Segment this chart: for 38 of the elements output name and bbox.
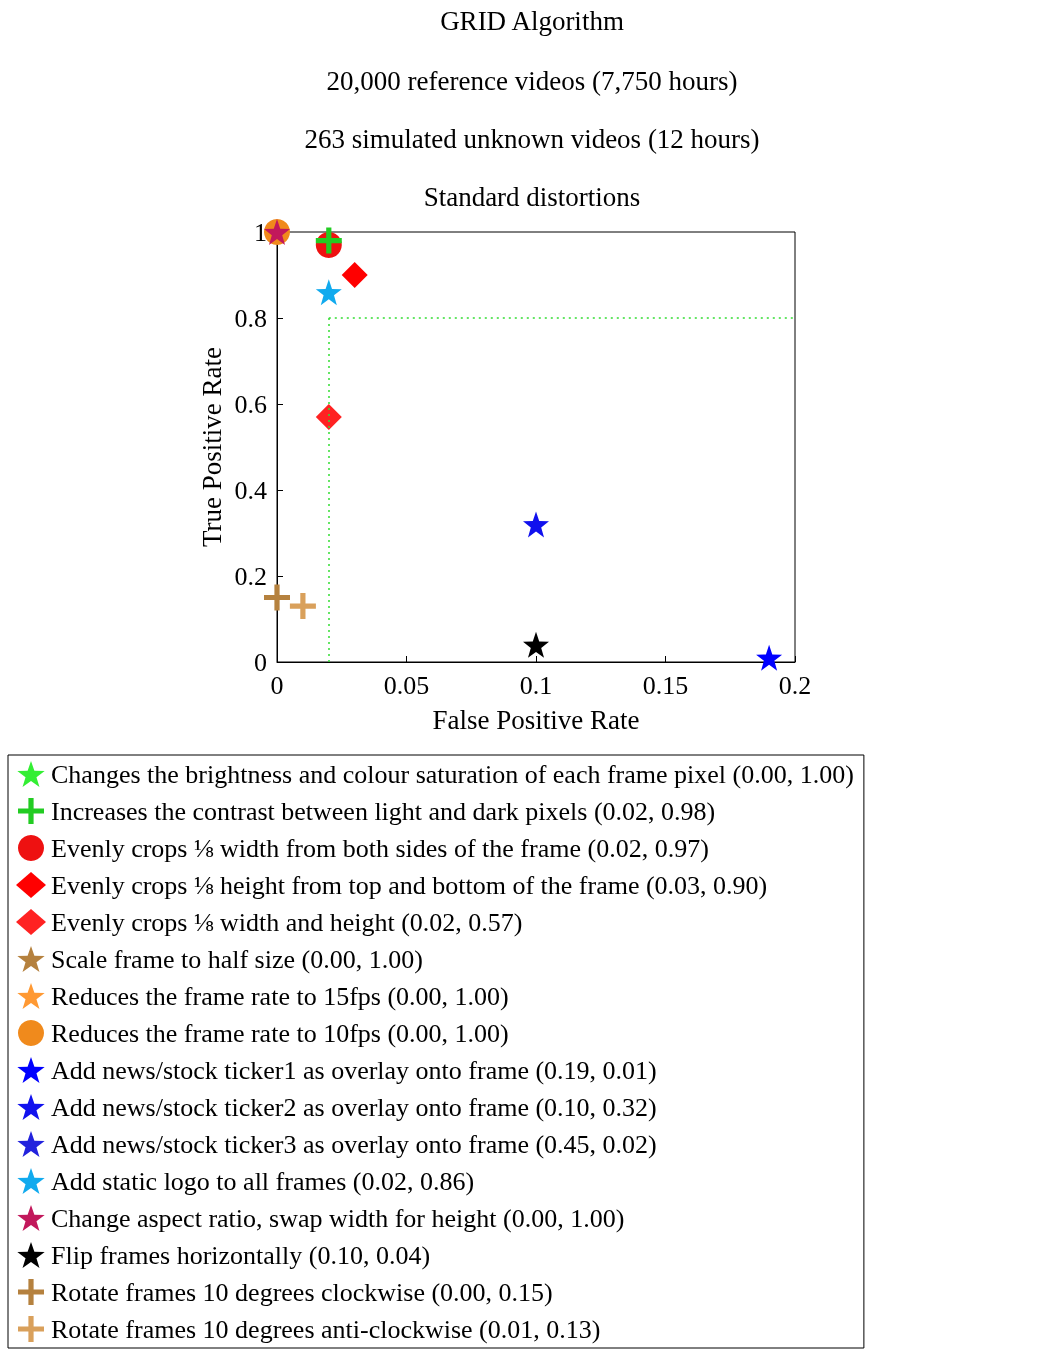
y-tick-label: 0.2 (234, 561, 267, 591)
legend-label: Evenly crops ⅛ width and height (0.02, 0.57) (51, 907, 523, 937)
x-axis-title: False Positive Rate (432, 704, 640, 735)
point (523, 631, 549, 658)
legend-label: Change aspect ratio, swap width for height (0.00, 1.00) (51, 1203, 625, 1233)
legend-label: Changes the brightness and colour saturation of each frame pixel (0.00, 1.00) (51, 759, 854, 789)
x-tick-label: 0.15 (642, 670, 689, 700)
y-tick-label: 1 (254, 217, 267, 247)
point (523, 511, 549, 538)
legend-label: Add news/stock ticker2 as overlay onto frame (0.10, 0.32) (51, 1092, 657, 1122)
legend-label: Rotate frames 10 degrees anti-clockwise (0.01, 0.13) (51, 1314, 601, 1344)
legend-label: Flip frames horizontally (0.10, 0.04) (51, 1240, 431, 1270)
legend-label: Increases the contrast between light and dark pixels (0.02, 0.98) (51, 796, 716, 826)
legend-label: Rotate frames 10 degrees clockwise (0.00, 0.15) (51, 1277, 553, 1307)
legend-label: Add static logo to all frames (0.02, 0.86) (51, 1166, 475, 1196)
point (264, 584, 290, 611)
legend-label: Add news/stock ticker1 as overlay onto frame (0.19, 0.01) (51, 1055, 657, 1085)
x-tick-label: 0.2 (778, 670, 812, 700)
y-axis-title: True Positive Rate (196, 346, 227, 548)
legend-label: Reduces the frame rate to 10fps (0.00, 1.00) (51, 1018, 509, 1048)
point (315, 279, 342, 306)
x-tick-label: 0.05 (383, 670, 430, 700)
point (341, 262, 368, 288)
chart-title: GRID Algorithm (440, 5, 624, 36)
legend-label: Evenly crops ⅛ width from both sides of the frame (0.02, 0.97) (51, 833, 709, 863)
point (289, 593, 316, 620)
x-tick-label: 0.1 (519, 670, 553, 700)
chart-subtitle: 20,000 reference videos (7,750 hours) 263 simulated unknown videos (12 hours) Standard distortions (304, 66, 760, 212)
y-tick-label: 0.6 (234, 389, 267, 419)
point (756, 644, 783, 671)
legend-label: Evenly crops ⅛ height from top and bottom of the frame (0.03, 0.90) (51, 870, 768, 900)
legend-label: Scale frame to half size (0.00, 1.00) (51, 944, 423, 974)
y-tick-label: 0.4 (234, 475, 267, 505)
y-tick-label: 0.8 (234, 303, 267, 333)
legend-label: Add news/stock ticker3 as overlay onto frame (0.45, 0.02) (51, 1129, 657, 1159)
y-tick-label: 0 (254, 647, 267, 677)
point (315, 403, 342, 430)
legend-label: Reduces the frame rate to 15fps (0.00, 1.00) (51, 981, 509, 1011)
